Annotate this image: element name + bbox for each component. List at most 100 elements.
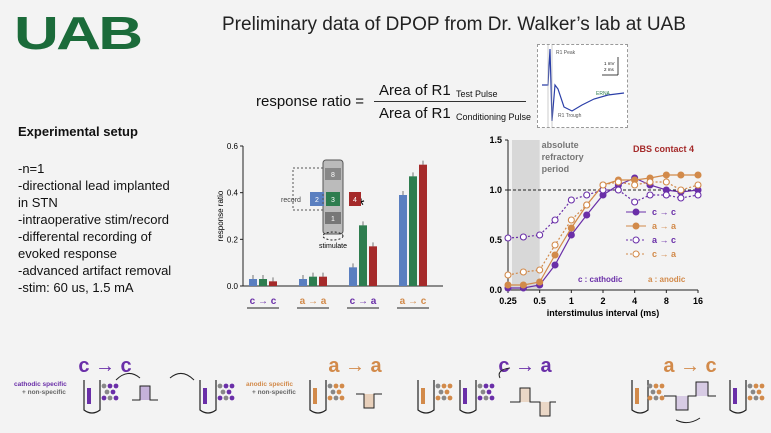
data-point bbox=[504, 281, 512, 289]
setup-item: -directional lead implanted in STN bbox=[18, 178, 170, 210]
legend-marker bbox=[632, 236, 640, 244]
lead-contact bbox=[313, 388, 317, 404]
neuron-dot bbox=[489, 383, 495, 389]
refractory-label: refractory bbox=[542, 152, 584, 162]
neuron-dot bbox=[647, 383, 653, 389]
setup-item: -differental recording of evoked respons… bbox=[18, 229, 152, 261]
neuron-dot bbox=[656, 389, 662, 395]
lead-outline bbox=[459, 380, 477, 414]
bar bbox=[269, 281, 277, 286]
neuron-dot bbox=[477, 383, 483, 389]
neuron-dot bbox=[483, 383, 489, 389]
neuron-dot bbox=[653, 395, 659, 401]
setup-title: Experimental setup bbox=[18, 124, 138, 139]
data-point bbox=[536, 278, 544, 286]
neuron-dot bbox=[333, 383, 339, 389]
neuron-dot bbox=[759, 395, 765, 401]
x-axis-label: interstimulus interval (ms) bbox=[547, 308, 660, 318]
neuron-dot bbox=[659, 383, 665, 389]
neuron-dot bbox=[101, 383, 107, 389]
stim-pulse bbox=[356, 393, 382, 409]
lead-outline bbox=[631, 380, 649, 414]
formula-numerator: Area of R1 bbox=[379, 82, 451, 99]
stim-pulse bbox=[132, 385, 158, 401]
neuron-dot bbox=[223, 383, 229, 389]
data-point bbox=[631, 181, 639, 189]
legend-marker bbox=[632, 250, 640, 258]
contact-8 bbox=[325, 168, 341, 180]
scale-amp-label: 1 mV bbox=[604, 61, 615, 66]
slide-title: Preliminary data of DPOP from Dr. Walker… bbox=[222, 14, 686, 35]
neuron-dot bbox=[441, 395, 447, 401]
y-tick-label: 0.4 bbox=[227, 189, 239, 198]
contact-2 bbox=[310, 192, 324, 206]
y-tick-label: 0.6 bbox=[227, 142, 239, 151]
y-axis-label: response ratio bbox=[216, 190, 225, 241]
contact-label: 2 bbox=[315, 197, 319, 204]
data-point bbox=[551, 216, 559, 224]
data-point bbox=[551, 251, 559, 259]
neuron-dot bbox=[659, 395, 665, 401]
data-point bbox=[583, 211, 591, 219]
footnote-anodic: a : anodic bbox=[648, 275, 686, 284]
neuron-dot bbox=[756, 389, 762, 395]
neuron-dot bbox=[229, 395, 235, 401]
panel-heading: c → a bbox=[498, 355, 552, 377]
stim-pulse bbox=[510, 387, 556, 417]
refractory-label: absolute bbox=[542, 140, 579, 150]
contact-label: 8 bbox=[331, 172, 335, 179]
panel-label: + non-specific bbox=[22, 389, 66, 396]
trace-line bbox=[542, 48, 625, 122]
arrow-curve bbox=[675, 417, 701, 424]
neuron-dot bbox=[104, 389, 110, 395]
neuron-dot bbox=[113, 395, 119, 401]
stimulate-label: stimulate bbox=[319, 243, 347, 250]
lead-outline bbox=[83, 380, 101, 414]
refractory-label: period bbox=[542, 164, 570, 174]
bar-chart: 0.0 0.2 0.4 0.6 response ratio c → c a → a c → … bbox=[215, 140, 455, 336]
x-tick-label: 8 bbox=[664, 296, 669, 306]
electrode-inset: 8 2 3 4 1 record stimulate bbox=[281, 159, 361, 250]
data-point bbox=[551, 241, 559, 249]
panel-heading: c → c bbox=[78, 355, 131, 377]
data-point bbox=[677, 171, 685, 179]
neuron-dot bbox=[327, 395, 333, 401]
arrow-curve bbox=[115, 373, 141, 381]
bar bbox=[399, 195, 407, 286]
neuron-dot bbox=[339, 383, 345, 389]
neuron-dot bbox=[653, 383, 659, 389]
data-point bbox=[646, 191, 654, 199]
formula-denominator-sub: Conditioning Pulse bbox=[456, 112, 532, 122]
data-point bbox=[677, 186, 685, 194]
neuron-dot bbox=[480, 389, 486, 395]
data-point bbox=[646, 178, 654, 186]
setup-item: -stim: 60 us, 1.5 mA bbox=[18, 280, 134, 295]
contact-3 bbox=[326, 192, 340, 206]
neuron-dot bbox=[753, 395, 759, 401]
lead-outline bbox=[729, 380, 747, 414]
y-tick-label: 1.0 bbox=[489, 185, 502, 195]
neuron-dot bbox=[759, 383, 765, 389]
category-label: a → c bbox=[400, 296, 427, 307]
neuron-dot bbox=[226, 389, 232, 395]
x-tick-label: 16 bbox=[693, 296, 703, 306]
lead-contact bbox=[87, 388, 91, 404]
erna-label: ERNA bbox=[596, 91, 611, 97]
neuron-dot bbox=[113, 383, 119, 389]
data-point bbox=[504, 234, 512, 242]
chart-title: DBS contact 4 bbox=[633, 144, 694, 154]
setup-item: -n=1 bbox=[18, 161, 45, 176]
neuron-dot bbox=[486, 389, 492, 395]
neuron-dot bbox=[339, 395, 345, 401]
data-point bbox=[614, 178, 622, 186]
contact-4 bbox=[349, 192, 361, 206]
neuron-dot bbox=[647, 395, 653, 401]
data-point bbox=[536, 266, 544, 274]
neuron-dot bbox=[477, 395, 483, 401]
lead-outline bbox=[309, 380, 327, 414]
data-point bbox=[694, 191, 702, 199]
contact-1 bbox=[325, 212, 341, 224]
line-chart: absolute refractory period 0.0 0.5 1.0 1.5 0.25… bbox=[470, 130, 710, 344]
neuron-dot bbox=[753, 383, 759, 389]
bar bbox=[409, 176, 417, 286]
